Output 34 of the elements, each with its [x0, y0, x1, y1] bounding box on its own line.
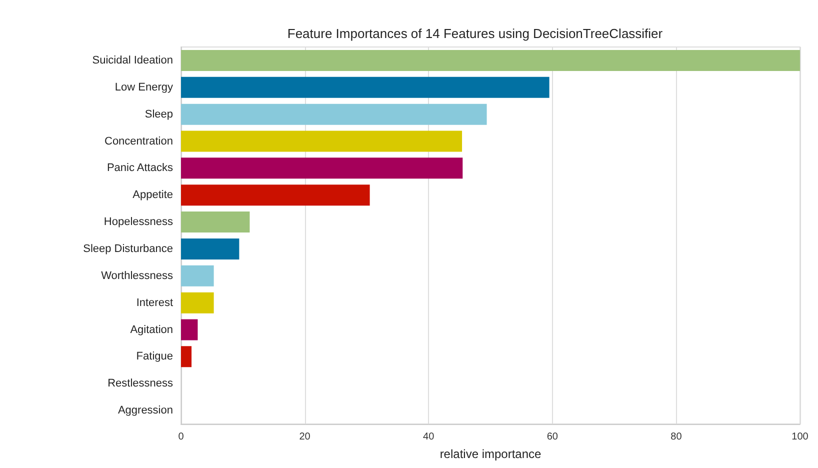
- bar: [181, 104, 487, 125]
- y-tick-label: Sleep: [144, 108, 173, 120]
- chart-title: Feature Importances of 14 Features using DecisionTreeClassifier: [287, 26, 664, 41]
- bar: [181, 212, 250, 233]
- y-tick-label: Interest: [136, 296, 173, 309]
- y-tick-label: Aggression: [118, 404, 173, 417]
- y-tick-label: Low Energy: [114, 81, 174, 94]
- x-tick-label: 60: [546, 432, 558, 442]
- bar: [181, 346, 192, 368]
- bar: [181, 265, 214, 286]
- y-tick-label: Sleep Disturbance: [83, 242, 173, 255]
- y-tick-label: Panic Attacks: [106, 162, 174, 174]
- y-tick-label: Suicidal Ideation: [92, 54, 173, 66]
- y-tick-label: Worthlessness: [101, 270, 174, 282]
- bar: [181, 50, 800, 71]
- x-tick-label: 40: [423, 432, 435, 442]
- bar: [181, 184, 370, 206]
- y-tick-label: Restlessness: [108, 378, 174, 390]
- x-tick-label: 100: [792, 432, 809, 442]
- y-tick-label: Concentration: [104, 135, 173, 148]
- bar: [181, 158, 463, 179]
- y-tick-label: Appetite: [132, 189, 173, 202]
- y-tick-label: Fatigue: [136, 350, 173, 363]
- bar: [181, 76, 550, 98]
- x-tick-label: 0: [178, 432, 184, 442]
- bar: [181, 130, 462, 152]
- bar: [181, 238, 240, 260]
- bar: [181, 319, 198, 340]
- y-tick-label: Hopelessness: [104, 216, 174, 228]
- x-axis-title: relative importance: [440, 447, 542, 461]
- bar: [181, 292, 214, 314]
- x-tick-label: 80: [670, 432, 682, 442]
- x-tick-label: 20: [299, 432, 311, 442]
- y-tick-label: Agitation: [130, 324, 173, 336]
